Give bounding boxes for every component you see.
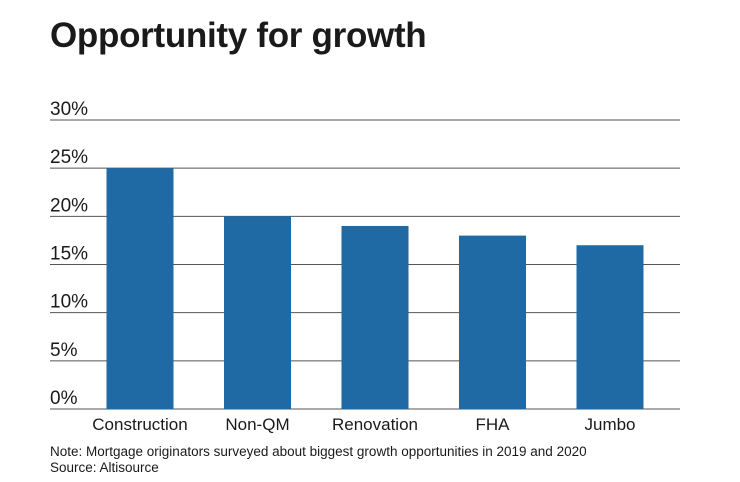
x-category-label: Renovation xyxy=(332,415,418,434)
bar-jumbo xyxy=(576,245,644,409)
footnote: Note: Mortgage originators surveyed abou… xyxy=(50,444,587,476)
x-category-label: Construction xyxy=(92,415,187,434)
bar-fha xyxy=(459,235,526,409)
bar-construction xyxy=(106,168,174,409)
y-axis-tick-labels: 0% 5% 10% 15% 20% 25% 30% xyxy=(50,99,88,409)
y-tick-label: 10% xyxy=(50,292,88,313)
bar-renovation xyxy=(341,225,409,409)
x-category-label: Non-QM xyxy=(225,415,289,434)
x-axis-category-labels: Construction Non-QM Renovation FHA Jumbo xyxy=(92,415,635,434)
bar-non-qm xyxy=(224,216,291,409)
source-text: Source: Altisource xyxy=(50,460,159,475)
x-category-label: Jumbo xyxy=(584,415,635,434)
y-tick-label: 15% xyxy=(50,244,88,265)
y-tick-label: 25% xyxy=(50,147,88,168)
y-tick-label: 0% xyxy=(50,388,78,409)
y-tick-label: 20% xyxy=(50,195,88,216)
bars xyxy=(106,168,644,409)
y-tick-label: 5% xyxy=(50,340,78,361)
y-tick-label: 30% xyxy=(50,99,88,120)
x-category-label: FHA xyxy=(476,415,511,434)
chart-title: Opportunity for growth xyxy=(50,16,427,55)
note-text: Note: Mortgage originators surveyed abou… xyxy=(50,444,587,459)
